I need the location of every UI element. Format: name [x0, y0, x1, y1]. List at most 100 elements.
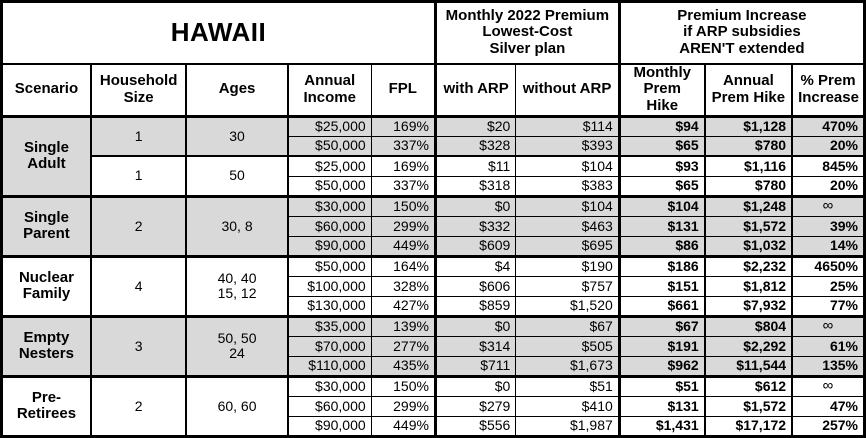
- without-arp-cell: $695: [515, 235, 620, 257]
- annual-prem-hike-cell: $7,932: [703, 295, 793, 317]
- table-row: Single Parent 2 30, 8 $30,000 150% $0 $104 $104…: [0, 194, 866, 257]
- table-row: Nuclear Family 4 40, 40 15, 12 $50,000 164% $…: [0, 254, 866, 317]
- scenario-cell: Nuclear Family: [0, 254, 92, 317]
- with-arp-cell: $20: [433, 114, 517, 137]
- annual-prem-hike-cell: $1,128: [703, 114, 793, 137]
- without-arp-cell: $505: [515, 335, 620, 357]
- pct-prem-increase-cell: 61%: [791, 335, 866, 357]
- without-arp-cell: $757: [515, 275, 620, 297]
- with-arp-cell: $859: [433, 295, 517, 317]
- column-header-fpl: FPL: [370, 63, 436, 118]
- annual-prem-hike-cell: $1,812: [703, 275, 793, 297]
- monthly-prem-hike-cell: $186: [617, 254, 706, 277]
- fpl-cell: 435%: [370, 355, 436, 377]
- pct-prem-increase-cell: 135%: [791, 355, 866, 377]
- annual-prem-hike-cell: $780: [703, 175, 793, 197]
- annual-prem-hike-cell: $780: [703, 135, 793, 157]
- monthly-prem-hike-cell: $86: [617, 235, 706, 257]
- fpl-cell: 150%: [370, 194, 436, 217]
- with-arp-cell: $556: [433, 415, 517, 437]
- table-row: $90,000 449% $556 $1,987 $1,431 $17,172 257%: [2, 415, 866, 437]
- with-arp-cell: $711: [433, 355, 517, 377]
- fpl-cell: 139%: [370, 314, 436, 337]
- pct-prem-increase-cell: 39%: [791, 215, 866, 237]
- annual-prem-hike-cell: $1,248: [703, 194, 793, 217]
- without-arp-cell: $393: [515, 135, 620, 157]
- with-arp-cell: $279: [433, 395, 517, 417]
- table-header: HAWAII Monthly 2022 Premium Lowest-Cost …: [0, 1, 866, 118]
- without-arp-cell: $410: [515, 395, 620, 417]
- monthly-prem-hike-cell: $151: [617, 275, 706, 297]
- table-row: $110,000 435% $711 $1,673 $962 $11,544 135%: [2, 355, 866, 377]
- table-row: 1 50 $25,000 169% $11 $104 $93 $1,116 845%: [2, 155, 866, 197]
- table-body: Single Adult 1 30 $25,000 169% $20 $114 $94 $1,1…: [0, 114, 866, 437]
- pct-prem-increase-cell: 20%: [791, 175, 866, 197]
- fpl-cell: 299%: [370, 215, 436, 237]
- table-title: HAWAII: [1, 1, 436, 65]
- annual-prem-hike-cell: $1,572: [703, 395, 793, 417]
- pct-prem-increase-cell: 257%: [791, 415, 866, 437]
- ages-cell: 40, 40 15, 12: [185, 254, 289, 317]
- fpl-cell: 427%: [370, 295, 436, 317]
- without-arp-cell: $463: [515, 215, 620, 237]
- household-size-cell: 1: [89, 155, 187, 197]
- pct-prem-increase-cell: 845%: [791, 155, 866, 177]
- column-header-annual-prem-hike: Annual Prem Hike: [703, 63, 793, 118]
- ages-cell: 50: [185, 155, 289, 197]
- income-cell: $25,000: [286, 155, 372, 177]
- monthly-prem-hike-cell: $104: [617, 194, 706, 217]
- ages-cell: 30, 8: [185, 194, 289, 257]
- with-arp-cell: $606: [433, 275, 517, 297]
- pct-prem-increase-cell: 4650%: [791, 254, 866, 277]
- header-row-groups: HAWAII Monthly 2022 Premium Lowest-Cost …: [1, 1, 866, 65]
- without-arp-cell: $1,673: [515, 355, 620, 377]
- header-row-columns: Scenario Household Size Ages Annual Inco…: [0, 63, 866, 118]
- annual-prem-hike-cell: $1,572: [703, 215, 793, 237]
- monthly-prem-hike-cell: $51: [617, 374, 706, 397]
- fpl-cell: 164%: [370, 254, 436, 277]
- monthly-prem-hike-cell: $65: [617, 175, 706, 197]
- monthly-prem-hike-cell: $962: [617, 355, 706, 377]
- scenario-cell: Single Adult: [0, 114, 92, 197]
- fpl-cell: 328%: [370, 275, 436, 297]
- without-arp-cell: $67: [515, 314, 620, 337]
- income-cell: $35,000: [286, 314, 372, 337]
- table-row: $60,000 299% $332 $463 $131 $1,572 39%: [2, 215, 866, 237]
- monthly-prem-hike-cell: $67: [617, 314, 706, 337]
- scenario-cell: Single Parent: [0, 194, 92, 257]
- monthly-prem-hike-cell: $191: [617, 335, 706, 357]
- with-arp-cell: $318: [433, 175, 517, 197]
- income-cell: $30,000: [286, 374, 372, 397]
- fpl-cell: 169%: [370, 114, 436, 137]
- column-header-ages: Ages: [185, 63, 289, 118]
- household-size-cell: 1: [89, 114, 187, 157]
- without-arp-cell: $1,520: [515, 295, 620, 317]
- monthly-prem-hike-cell: $131: [617, 395, 706, 417]
- without-arp-cell: $51: [515, 374, 620, 397]
- annual-prem-hike-cell: $804: [703, 314, 793, 337]
- with-arp-cell: $332: [433, 215, 517, 237]
- table-row: Single Adult 1 30 $25,000 169% $20 $114 $94 $1,1…: [0, 114, 866, 197]
- without-arp-cell: $104: [515, 194, 620, 217]
- annual-prem-hike-cell: $1,032: [703, 235, 793, 257]
- ages-cell: 30: [185, 114, 289, 157]
- increase-group-header: Premium Increase if ARP subsidies AREN'T…: [617, 1, 866, 65]
- pct-prem-increase-cell: 77%: [791, 295, 866, 317]
- without-arp-cell: $104: [515, 155, 620, 177]
- with-arp-cell: $4: [433, 254, 517, 277]
- column-header-scenario: Scenario: [0, 63, 92, 118]
- income-cell: $100,000: [286, 275, 372, 297]
- pct-prem-increase-cell: 47%: [791, 395, 866, 417]
- without-arp-cell: $1,987: [515, 415, 620, 437]
- pct-prem-increase-cell: 14%: [791, 235, 866, 257]
- household-size-cell: 2: [89, 194, 187, 257]
- income-cell: $50,000: [286, 135, 372, 157]
- income-cell: $50,000: [286, 254, 372, 277]
- column-header-annual-income: Annual Income: [286, 63, 372, 118]
- table-row: $50,000 337% $318 $383 $65 $780 20%: [2, 175, 866, 197]
- income-cell: $60,000: [286, 395, 372, 417]
- pct-prem-increase-cell: ∞: [791, 374, 866, 397]
- column-header-monthly-prem-hike: Monthly Prem Hike: [617, 63, 706, 118]
- fpl-cell: 449%: [370, 415, 436, 437]
- fpl-cell: 449%: [370, 235, 436, 257]
